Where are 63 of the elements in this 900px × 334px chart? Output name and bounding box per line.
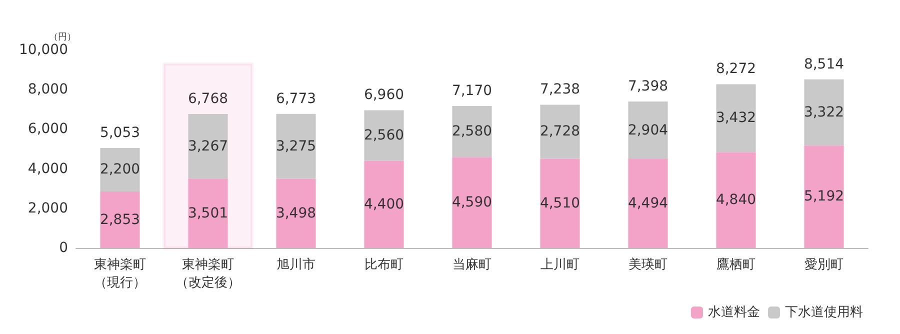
total-label: 8,514 <box>804 56 844 72</box>
x-tick-label: 愛別町 <box>804 258 844 272</box>
bar <box>716 84 756 152</box>
y-tick-label: 4,000 <box>28 160 68 177</box>
x-tick-label: 鷹栖町 <box>716 256 756 272</box>
data-label: 4,590 <box>452 194 492 211</box>
y-tick-label: 6,000 <box>28 121 68 138</box>
total-label: 7,398 <box>628 78 668 95</box>
legend-label: 水道料金 <box>708 305 760 320</box>
bar <box>100 192 140 248</box>
bar <box>540 104 580 159</box>
bar <box>804 145 844 248</box>
y-tick-label: 10,000 <box>19 42 68 58</box>
data-label: 3,498 <box>276 205 316 222</box>
data-label: 2,853 <box>100 212 140 228</box>
data-label: 2,904 <box>628 122 668 138</box>
bar <box>276 114 316 179</box>
x-tick-label: 比布町 <box>364 258 404 272</box>
total-label: 5,053 <box>100 124 140 141</box>
y-axis-title: （円） <box>49 32 76 42</box>
data-label: 3,267 <box>188 138 228 154</box>
total-label: 6,773 <box>276 90 316 107</box>
data-label: 4,510 <box>540 195 580 212</box>
x-tick-label: 東神楽町（現行） <box>94 258 146 290</box>
data-label: 3,501 <box>188 205 228 222</box>
legend-label: 下水道使用料 <box>785 305 863 320</box>
data-label: 2,580 <box>452 124 492 140</box>
data-label: 3,432 <box>716 110 756 126</box>
bar <box>628 102 668 160</box>
bar <box>628 159 668 248</box>
y-tick-label: 2,000 <box>28 200 68 216</box>
y-tick-label: 0 <box>59 240 68 256</box>
data-label: 2,560 <box>364 128 404 144</box>
data-label: 4,494 <box>628 196 668 212</box>
bar <box>364 110 404 161</box>
data-label: 3,322 <box>804 104 844 120</box>
total-label: 8,272 <box>716 61 756 78</box>
x-tick-label: 東神楽町（改定後） <box>176 258 240 290</box>
bar <box>804 79 844 146</box>
data-label: 4,840 <box>716 192 756 208</box>
bar <box>364 160 404 248</box>
total-label: 6,960 <box>364 87 404 104</box>
total-label: 7,170 <box>452 83 492 100</box>
x-tick-label: 当麻町 <box>452 258 492 272</box>
data-label: 3,275 <box>276 138 316 154</box>
bar <box>188 114 228 179</box>
total-label: 6,768 <box>188 90 228 107</box>
data-label: 5,192 <box>804 188 844 205</box>
x-tick-label: 上川町 <box>540 258 580 272</box>
bar <box>452 157 492 248</box>
bar <box>188 178 228 248</box>
data-label: 2,200 <box>100 162 140 178</box>
x-tick-label: 美瑛町 <box>628 256 668 272</box>
bar <box>540 158 580 248</box>
data-label: 2,728 <box>540 124 580 140</box>
data-label: 4,400 <box>364 196 404 212</box>
y-tick-label: 8,000 <box>28 82 68 98</box>
bar <box>276 178 316 248</box>
bar <box>716 152 756 248</box>
x-tick-label: 旭川市 <box>276 258 316 272</box>
bar <box>100 148 140 192</box>
bar <box>452 106 492 158</box>
total-label: 7,238 <box>540 82 580 98</box>
